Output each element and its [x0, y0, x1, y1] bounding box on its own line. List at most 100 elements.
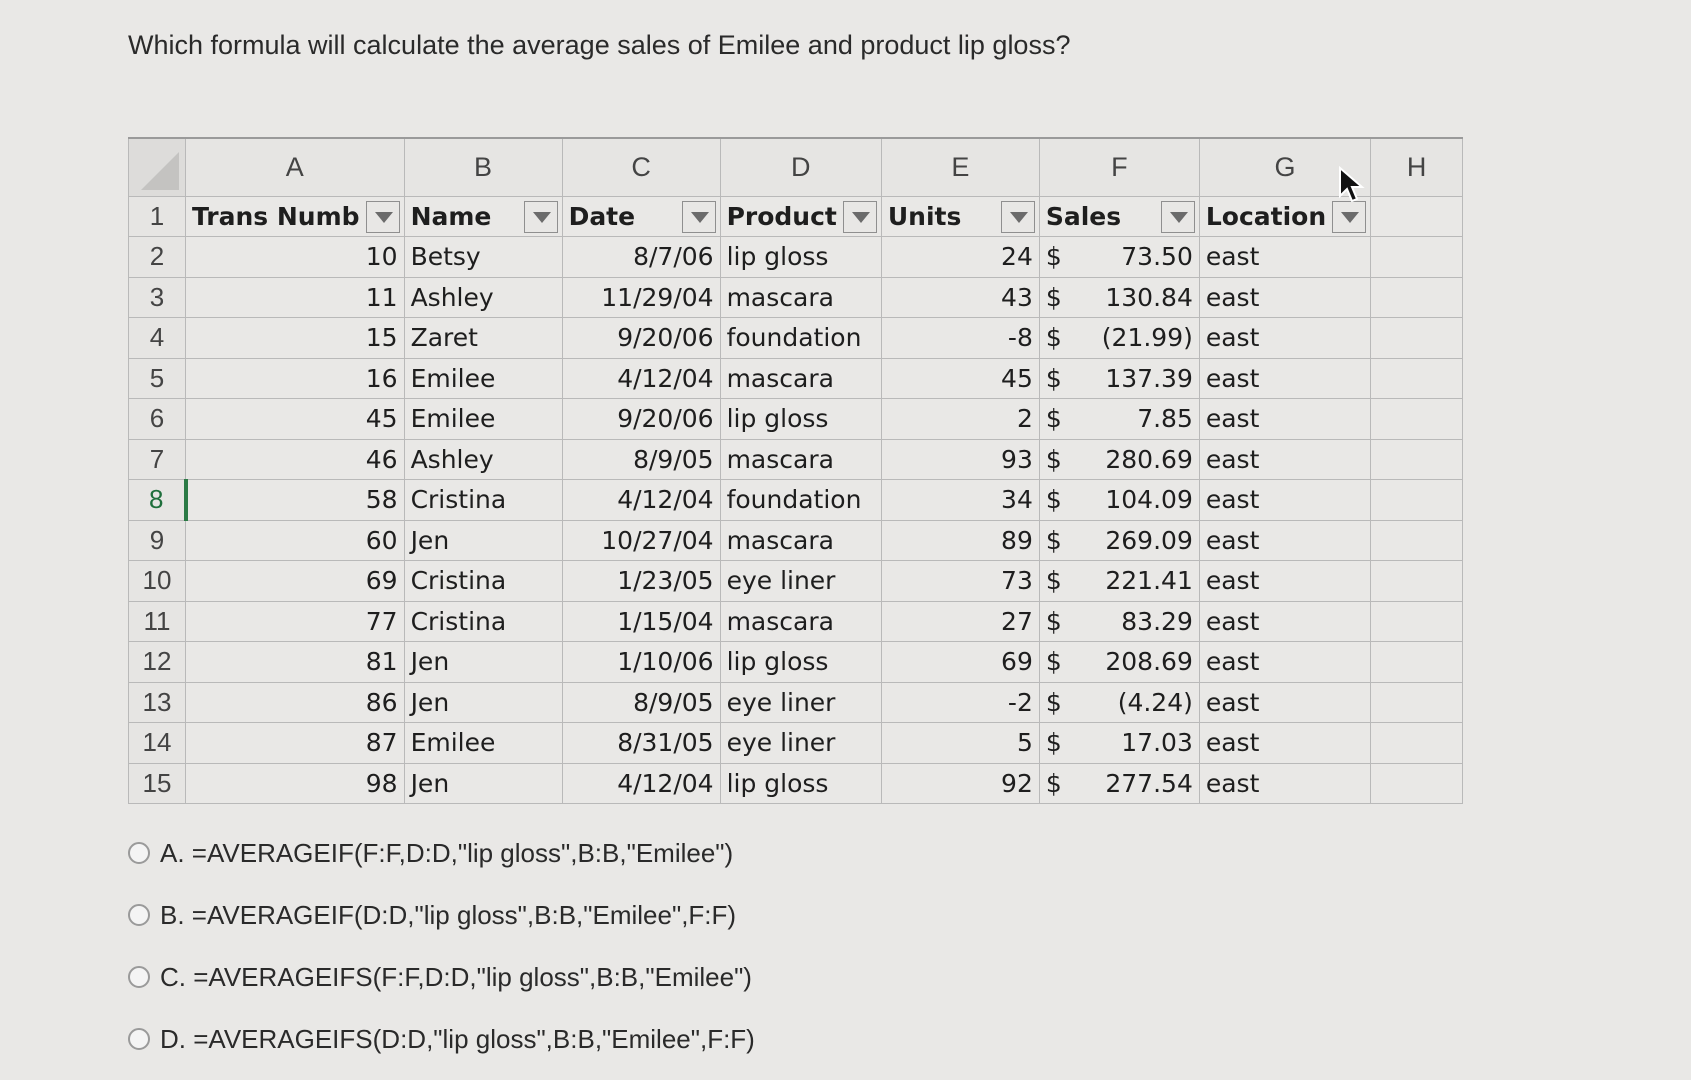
cell-units[interactable]: 93: [880, 438, 1040, 480]
cell-location[interactable]: east: [1198, 357, 1372, 399]
column-header-d[interactable]: D: [719, 137, 882, 197]
header-product[interactable]: Product: [719, 195, 882, 237]
header-name[interactable]: Name: [403, 195, 563, 237]
cell-date[interactable]: 10/27/04: [561, 519, 721, 561]
row-header[interactable]: 15: [128, 762, 186, 804]
cell-units[interactable]: 24: [880, 236, 1040, 278]
cell-product[interactable]: eye liner: [719, 722, 882, 764]
cell-location[interactable]: east: [1198, 762, 1372, 804]
cell-name[interactable]: Zaret: [403, 317, 563, 359]
cell-units[interactable]: -2: [880, 681, 1040, 723]
cell-location[interactable]: east: [1198, 438, 1372, 480]
empty-cell[interactable]: [1370, 195, 1464, 237]
row-header[interactable]: 8: [128, 479, 188, 521]
empty-cell[interactable]: [1370, 600, 1464, 642]
cell-location[interactable]: east: [1198, 236, 1372, 278]
cell-units[interactable]: 45: [880, 357, 1040, 399]
cell-trans-number[interactable]: 45: [185, 398, 405, 440]
empty-cell[interactable]: [1370, 762, 1464, 804]
row-header[interactable]: 9: [128, 519, 186, 561]
row-header[interactable]: 11: [128, 600, 186, 642]
cell-product[interactable]: foundation: [719, 317, 882, 359]
empty-cell[interactable]: [1370, 519, 1464, 561]
cell-trans-number[interactable]: 77: [185, 600, 405, 642]
filter-dropdown-icon[interactable]: [681, 200, 716, 233]
header-sales[interactable]: Sales: [1038, 195, 1200, 237]
header-location[interactable]: Location: [1198, 195, 1372, 237]
cell-sales[interactable]: $ (21.99): [1038, 317, 1200, 359]
row-header[interactable]: 2: [128, 236, 186, 278]
filter-dropdown-icon[interactable]: [1000, 200, 1035, 233]
cell-product[interactable]: lip gloss: [719, 236, 882, 278]
cell-date[interactable]: 8/31/05: [561, 722, 721, 764]
cell-trans-number[interactable]: 10: [185, 236, 405, 278]
row-header[interactable]: 4: [128, 317, 186, 359]
cell-location[interactable]: east: [1198, 722, 1372, 764]
cell-name[interactable]: Cristina: [403, 600, 563, 642]
cell-sales[interactable]: $137.39: [1038, 357, 1200, 399]
cell-date[interactable]: 11/29/04: [561, 276, 721, 318]
cell-name[interactable]: Emilee: [403, 357, 563, 399]
empty-cell[interactable]: [1370, 681, 1464, 723]
row-header[interactable]: 7: [128, 438, 186, 480]
column-header-a[interactable]: A: [185, 137, 405, 197]
cell-date[interactable]: 9/20/06: [561, 398, 721, 440]
header-trans-number[interactable]: Trans Numb: [185, 195, 405, 237]
cell-name[interactable]: Ashley: [403, 438, 563, 480]
cell-name[interactable]: Cristina: [403, 560, 563, 602]
cell-units[interactable]: 2: [880, 398, 1040, 440]
cell-name[interactable]: Ashley: [403, 276, 563, 318]
row-header[interactable]: 10: [128, 560, 186, 602]
empty-cell[interactable]: [1370, 236, 1464, 278]
cell-product[interactable]: lip gloss: [719, 398, 882, 440]
row-header[interactable]: 1: [128, 195, 186, 237]
filter-dropdown-icon[interactable]: [523, 200, 558, 233]
cell-location[interactable]: east: [1198, 398, 1372, 440]
select-all-corner[interactable]: [128, 137, 186, 197]
empty-cell[interactable]: [1370, 722, 1464, 764]
cell-product[interactable]: mascara: [719, 357, 882, 399]
cell-sales[interactable]: $269.09: [1038, 519, 1200, 561]
header-units[interactable]: Units: [880, 195, 1040, 237]
cell-sales[interactable]: $73.50: [1038, 236, 1200, 278]
cell-date[interactable]: 1/10/06: [561, 641, 721, 683]
cell-product[interactable]: mascara: [719, 438, 882, 480]
cell-date[interactable]: 4/12/04: [561, 762, 721, 804]
cell-product[interactable]: lip gloss: [719, 641, 882, 683]
cell-location[interactable]: east: [1198, 560, 1372, 602]
cell-trans-number[interactable]: 98: [185, 762, 405, 804]
cell-sales[interactable]: $280.69: [1038, 438, 1200, 480]
radio-button[interactable]: [128, 1028, 150, 1050]
cell-trans-number[interactable]: 69: [185, 560, 405, 602]
cell-location[interactable]: east: [1198, 317, 1372, 359]
radio-button[interactable]: [128, 904, 150, 926]
column-header-g[interactable]: G: [1198, 137, 1372, 197]
cell-location[interactable]: east: [1198, 479, 1372, 521]
empty-cell[interactable]: [1370, 560, 1464, 602]
choice-d[interactable]: D. =AVERAGEIFS(D:D,"lip gloss",B:B,"Emil…: [128, 1008, 755, 1070]
cell-trans-number[interactable]: 58: [185, 479, 405, 521]
cell-units[interactable]: 73: [880, 560, 1040, 602]
row-header[interactable]: 13: [128, 681, 186, 723]
choice-b[interactable]: B. =AVERAGEIF(D:D,"lip gloss",B:B,"Emile…: [128, 884, 755, 946]
cell-trans-number[interactable]: 11: [185, 276, 405, 318]
cell-date[interactable]: 8/9/05: [561, 438, 721, 480]
cell-product[interactable]: eye liner: [719, 681, 882, 723]
cell-sales[interactable]: $277.54: [1038, 762, 1200, 804]
empty-cell[interactable]: [1370, 276, 1464, 318]
row-header[interactable]: 3: [128, 276, 186, 318]
empty-cell[interactable]: [1370, 357, 1464, 399]
cell-trans-number[interactable]: 86: [185, 681, 405, 723]
cell-sales[interactable]: $208.69: [1038, 641, 1200, 683]
cell-units[interactable]: -8: [880, 317, 1040, 359]
empty-cell[interactable]: [1370, 438, 1464, 480]
cell-sales[interactable]: $17.03: [1038, 722, 1200, 764]
row-header[interactable]: 14: [128, 722, 186, 764]
row-header[interactable]: 6: [128, 398, 186, 440]
radio-button[interactable]: [128, 966, 150, 988]
empty-cell[interactable]: [1370, 479, 1464, 521]
cell-units[interactable]: 92: [880, 762, 1040, 804]
header-date[interactable]: Date: [561, 195, 721, 237]
cell-name[interactable]: Emilee: [403, 722, 563, 764]
choice-a[interactable]: A. =AVERAGEIF(F:F,D:D,"lip gloss",B:B,"E…: [128, 822, 755, 884]
